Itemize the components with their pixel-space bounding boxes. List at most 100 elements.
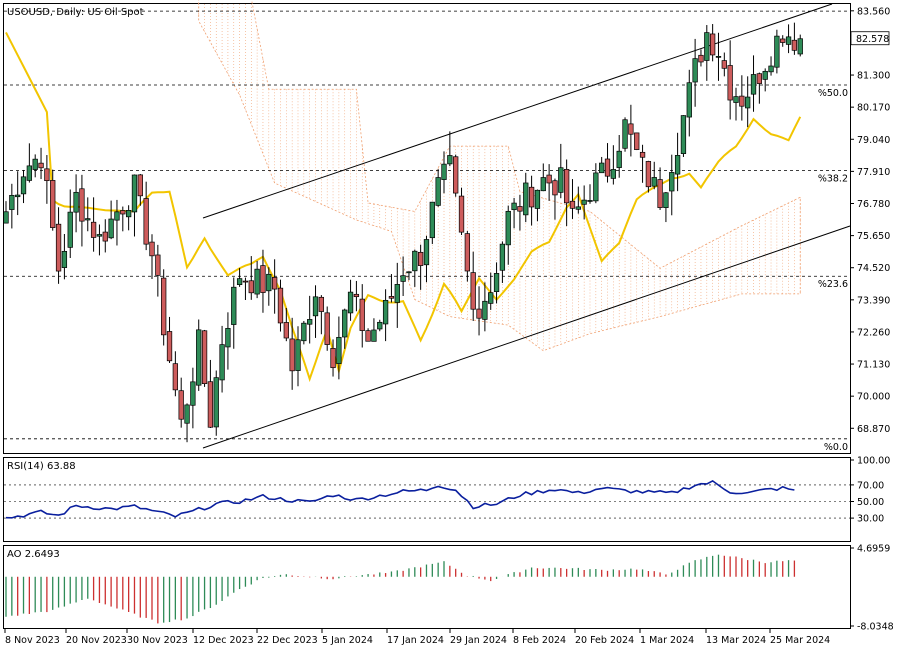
candle bbox=[231, 277, 237, 349]
candle-body bbox=[587, 200, 593, 202]
ao-tick-label: -8.0348 bbox=[857, 622, 894, 633]
candle bbox=[704, 25, 710, 81]
candle-body bbox=[610, 169, 617, 179]
candle-body bbox=[365, 330, 371, 342]
candle-body bbox=[125, 210, 132, 218]
price-axis: 83.560 81.300 80.170 79.040 77.910 76.780 75.6… bbox=[850, 6, 890, 435]
candle-body bbox=[780, 38, 786, 43]
candle bbox=[604, 143, 611, 183]
candle bbox=[511, 197, 517, 229]
candle-body bbox=[330, 348, 336, 369]
rsi-panel: 100.00 70.00 50.00 30.00 bbox=[4, 456, 890, 525]
candle bbox=[312, 285, 319, 338]
candle-body bbox=[552, 180, 558, 196]
candle bbox=[382, 289, 389, 342]
candle-body bbox=[645, 161, 652, 188]
candle-body bbox=[67, 211, 73, 248]
candle-body bbox=[406, 271, 412, 274]
candle-body bbox=[96, 234, 103, 237]
candle bbox=[569, 179, 576, 219]
candle bbox=[435, 169, 441, 207]
candle-body bbox=[727, 65, 733, 101]
chart-title: USOUSD, Daily: US Oil Spot bbox=[7, 7, 144, 18]
candle-body bbox=[137, 174, 143, 197]
candle bbox=[546, 164, 552, 201]
time-tick-label: 20 Nov 2023 bbox=[66, 635, 127, 646]
candle bbox=[400, 256, 406, 297]
candle bbox=[184, 403, 190, 443]
candle bbox=[563, 159, 570, 227]
candle-body bbox=[593, 172, 599, 202]
candle-body bbox=[219, 344, 225, 381]
candle-body bbox=[499, 243, 506, 271]
candle-body bbox=[733, 96, 739, 103]
candle-body bbox=[20, 176, 27, 195]
candle-body bbox=[628, 123, 634, 135]
candle-body bbox=[441, 163, 447, 180]
price-tick-label: 71.130 bbox=[857, 360, 890, 371]
candle-body bbox=[155, 254, 161, 276]
candle bbox=[131, 174, 138, 237]
candle bbox=[289, 317, 295, 390]
candle-body bbox=[120, 210, 126, 215]
candle-body bbox=[15, 194, 21, 198]
candle-body bbox=[493, 273, 500, 292]
candle bbox=[482, 282, 488, 332]
candle bbox=[359, 284, 365, 348]
candle-body bbox=[9, 194, 15, 210]
fib-level-label: %0.0 bbox=[824, 442, 848, 453]
candle bbox=[499, 241, 506, 283]
candle-body bbox=[131, 174, 138, 213]
fib-level-label: %38.2 bbox=[818, 174, 848, 185]
candle-body bbox=[674, 155, 681, 175]
candle-body bbox=[476, 308, 482, 319]
candle bbox=[155, 244, 161, 297]
candle bbox=[38, 147, 44, 180]
candle bbox=[207, 359, 214, 428]
fib-level-label: %23.6 bbox=[818, 279, 848, 290]
channel-upper-line bbox=[202, 3, 833, 219]
candle bbox=[166, 316, 173, 363]
candle-body bbox=[166, 331, 173, 362]
ao-title: AO 2.6493 bbox=[7, 549, 60, 560]
candle bbox=[330, 339, 336, 377]
time-tick-label: 17 Jan 2024 bbox=[387, 635, 444, 646]
candle-body bbox=[704, 32, 710, 61]
candle bbox=[698, 49, 704, 67]
candle bbox=[528, 175, 535, 226]
candle bbox=[295, 326, 301, 387]
channel-lower-line bbox=[202, 225, 851, 449]
candle bbox=[172, 351, 179, 397]
candle-body bbox=[604, 158, 611, 177]
candle bbox=[599, 156, 605, 174]
candle-body bbox=[289, 338, 295, 372]
candle-body bbox=[295, 339, 301, 371]
candle bbox=[213, 370, 219, 436]
candle bbox=[26, 143, 33, 183]
candle-body bbox=[686, 82, 692, 118]
candle bbox=[120, 206, 126, 232]
fibonacci-levels: %0.0 %23.6 %38.2 %50.0 bbox=[4, 10, 850, 453]
candle-body bbox=[32, 158, 38, 170]
candle-body bbox=[639, 151, 646, 158]
candle-body bbox=[301, 322, 307, 342]
candle bbox=[453, 154, 459, 197]
candle bbox=[581, 185, 587, 220]
candle bbox=[365, 328, 371, 342]
candle bbox=[517, 194, 523, 231]
candle-body bbox=[172, 363, 179, 391]
candle-body bbox=[190, 381, 196, 406]
candle-body bbox=[3, 211, 9, 224]
candle bbox=[762, 68, 768, 92]
candle-body bbox=[750, 74, 757, 95]
candle-body bbox=[534, 189, 541, 209]
candle-body bbox=[271, 277, 278, 290]
candle bbox=[377, 319, 383, 332]
candle-body bbox=[745, 96, 751, 109]
rsi-tick-label: 50.00 bbox=[857, 497, 884, 508]
candle bbox=[67, 189, 73, 258]
candle-body bbox=[680, 115, 687, 154]
candle bbox=[248, 256, 254, 300]
candle bbox=[622, 117, 628, 152]
